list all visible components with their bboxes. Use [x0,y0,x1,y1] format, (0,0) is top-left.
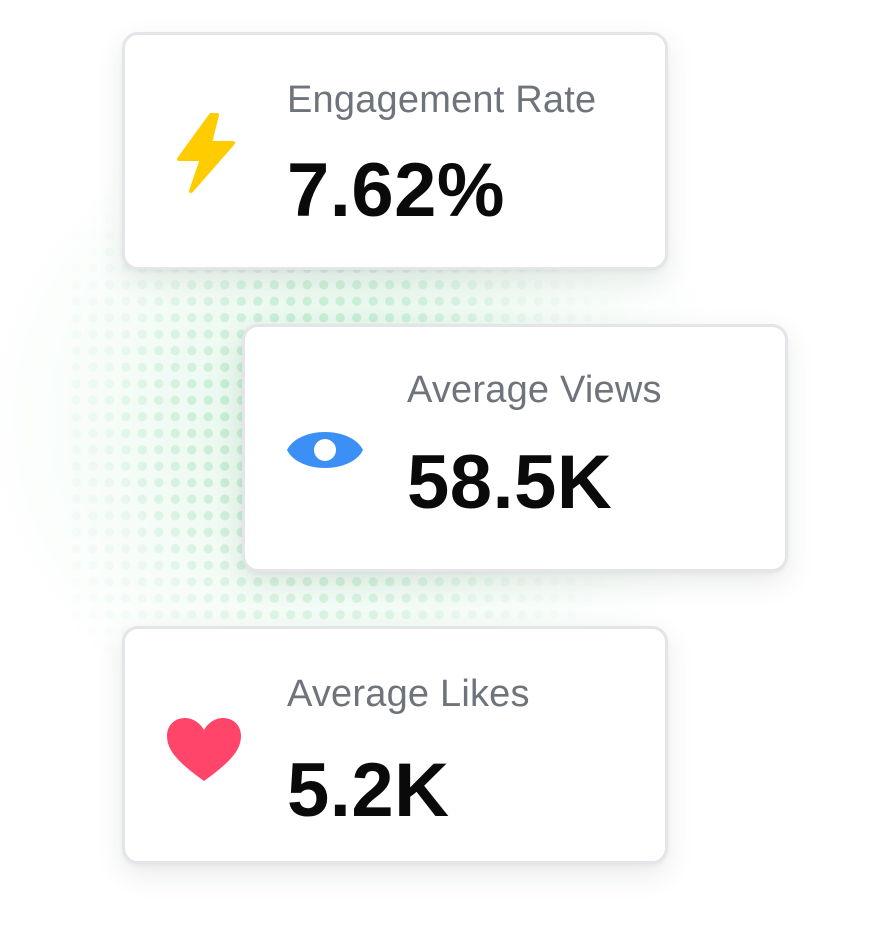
stat-value: 58.5K [407,440,613,525]
eye-icon [287,432,363,468]
stat-label: Average Views [407,369,662,411]
stat-card-average-likes: Average Likes 5.2K [122,626,668,864]
stat-card-engagement-rate: Engagement Rate 7.62% [122,32,668,270]
stat-label: Average Likes [287,673,530,715]
stat-value: 5.2K [287,748,450,833]
heart-icon [167,718,241,781]
lightning-icon [177,113,235,193]
stat-card-average-views: Average Views 58.5K [242,324,788,572]
stat-value: 7.62% [287,148,505,233]
stat-label: Engagement Rate [287,79,597,121]
